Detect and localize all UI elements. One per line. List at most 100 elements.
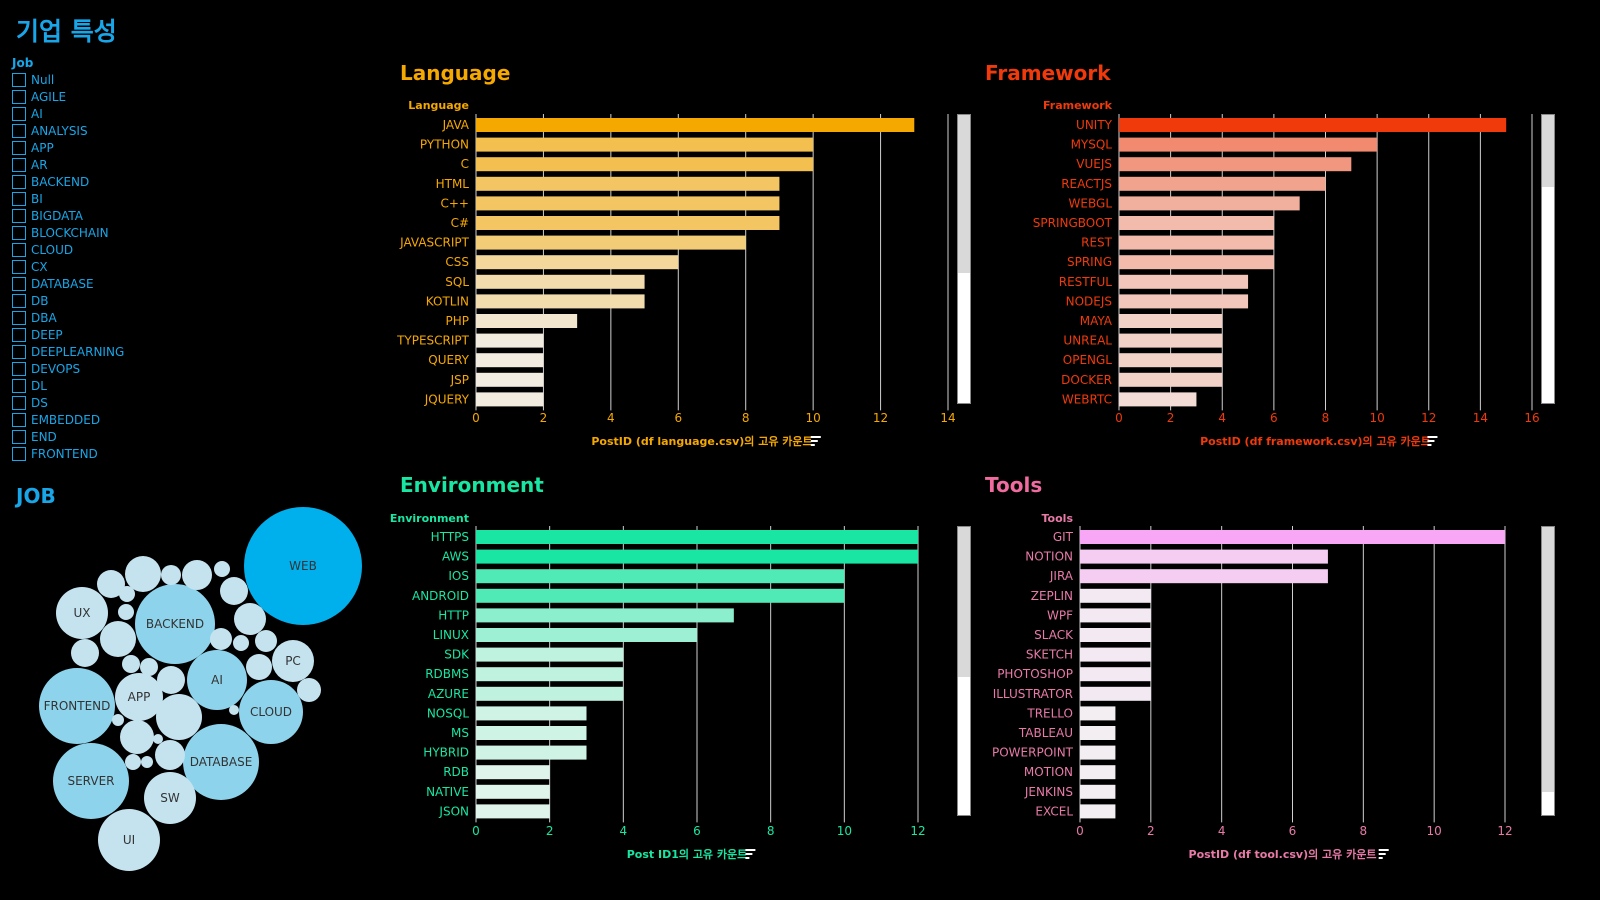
filter-checkbox[interactable] (12, 310, 26, 325)
framework-bar-vuejs[interactable] (1119, 157, 1352, 172)
sort-icon[interactable] (1427, 436, 1438, 446)
language-bar-c-[interactable] (476, 216, 780, 230)
environment-bar-aws[interactable] (476, 549, 918, 564)
filter-item-bi[interactable]: BI (12, 190, 124, 207)
framework-bar-spring[interactable] (1119, 255, 1274, 270)
tools-bar-sketch[interactable] (1080, 647, 1151, 662)
framework-scrollbar-thumb[interactable] (1542, 115, 1554, 187)
job-bubble-small[interactable] (118, 604, 134, 620)
environment-bar-azure[interactable] (476, 686, 624, 701)
filter-item-deeplearning[interactable]: DEEPLEARNING (12, 343, 124, 360)
framework-bar-restful[interactable] (1119, 274, 1249, 289)
language-bar-query[interactable] (476, 353, 544, 368)
environment-scrollbar-thumb[interactable] (958, 527, 970, 677)
job-bubble-pc[interactable]: PC (272, 640, 314, 682)
job-bubble-small[interactable] (182, 560, 212, 590)
filter-checkbox[interactable] (12, 429, 26, 444)
job-bubble-small[interactable] (214, 561, 230, 577)
job-bubble-ui[interactable]: UI (98, 809, 160, 871)
framework-bar-webrtc[interactable] (1119, 392, 1197, 407)
job-bubble-small[interactable] (220, 577, 248, 605)
job-bubble-ai[interactable]: AI (187, 650, 247, 710)
filter-item-frontend[interactable]: FRONTEND (12, 445, 124, 462)
framework-bar-nodejs[interactable] (1119, 294, 1249, 309)
filter-item-embedded[interactable]: EMBEDDED (12, 411, 124, 428)
filter-checkbox[interactable] (12, 225, 26, 240)
environment-bar-native[interactable] (476, 784, 550, 799)
job-bubble-small[interactable] (119, 586, 135, 602)
job-bubble-small[interactable] (155, 740, 185, 770)
tools-bar-wpf[interactable] (1080, 608, 1151, 623)
language-bar-jquery[interactable] (476, 392, 544, 407)
filter-item-deep[interactable]: DEEP (12, 326, 124, 343)
language-scrollbar-thumb[interactable] (958, 115, 970, 274)
job-bubble-small[interactable] (97, 570, 125, 598)
filter-checkbox[interactable] (12, 89, 26, 104)
job-bubble-small[interactable] (125, 754, 141, 770)
filter-item-end[interactable]: END (12, 428, 124, 445)
framework-bar-unity[interactable] (1119, 118, 1507, 132)
filter-item-backend[interactable]: BACKEND (12, 173, 124, 190)
job-bubble-small[interactable] (71, 639, 99, 667)
environment-bar-ms[interactable] (476, 726, 587, 740)
tools-scrollbar[interactable] (1541, 526, 1555, 816)
tools-bar-jira[interactable] (1080, 569, 1328, 584)
filter-item-agile[interactable]: AGILE (12, 88, 124, 105)
filter-checkbox[interactable] (12, 242, 26, 257)
filter-checkbox[interactable] (12, 123, 26, 138)
framework-bar-maya[interactable] (1119, 314, 1223, 328)
framework-bar-mysql[interactable] (1119, 137, 1378, 152)
environment-bar-nosql[interactable] (476, 706, 587, 721)
tools-bar-trello[interactable] (1080, 706, 1116, 721)
framework-scrollbar[interactable] (1541, 114, 1555, 404)
tools-bar-illustrator[interactable] (1080, 686, 1151, 701)
framework-bar-webgl[interactable] (1119, 196, 1300, 211)
filter-checkbox[interactable] (12, 412, 26, 427)
filter-item-dba[interactable]: DBA (12, 309, 124, 326)
framework-bar-docker[interactable] (1119, 372, 1223, 387)
filter-checkbox[interactable] (12, 174, 26, 189)
tools-bar-zeplin[interactable] (1080, 588, 1151, 603)
tools-bar-slack[interactable] (1080, 628, 1151, 642)
job-bubble-small[interactable] (297, 678, 321, 702)
filter-item-cloud[interactable]: CLOUD (12, 241, 124, 258)
language-bar-typescript[interactable] (476, 333, 544, 348)
tools-bar-motion[interactable] (1080, 765, 1116, 780)
job-bubble-small[interactable] (140, 658, 158, 676)
job-bubble-small[interactable] (125, 556, 161, 592)
job-bubble-small[interactable] (161, 565, 181, 585)
environment-scrollbar[interactable] (957, 526, 971, 816)
environment-bar-rdbms[interactable] (476, 667, 624, 682)
job-bubble-small[interactable] (112, 714, 124, 726)
job-bubble-cloud[interactable]: CLOUD (239, 680, 303, 744)
filter-item-ar[interactable]: AR (12, 156, 124, 173)
job-bubble-frontend[interactable]: FRONTEND (39, 668, 115, 744)
filter-item-bigdata[interactable]: BIGDATA (12, 207, 124, 224)
sort-icon[interactable] (810, 436, 821, 446)
environment-bar-ios[interactable] (476, 569, 845, 584)
environment-bar-https[interactable] (476, 530, 918, 544)
language-bar-jsp[interactable] (476, 372, 544, 387)
job-bubble-small[interactable] (100, 621, 136, 657)
language-bar-c[interactable] (476, 157, 814, 172)
filter-item-null[interactable]: Null (12, 71, 124, 88)
sort-icon[interactable] (745, 849, 756, 859)
tools-bar-photoshop[interactable] (1080, 667, 1151, 682)
filter-item-dl[interactable]: DL (12, 377, 124, 394)
filter-checkbox[interactable] (12, 208, 26, 223)
language-bar-html[interactable] (476, 176, 780, 191)
environment-bar-json[interactable] (476, 804, 550, 819)
job-bubble-small[interactable] (153, 734, 163, 744)
sort-icon[interactable] (1378, 849, 1389, 859)
filter-item-cx[interactable]: CX (12, 258, 124, 275)
job-bubble-small[interactable] (156, 694, 202, 740)
language-bar-kotlin[interactable] (476, 294, 645, 309)
filter-item-blockchain[interactable]: BLOCKCHAIN (12, 224, 124, 241)
filter-item-db[interactable]: DB (12, 292, 124, 309)
job-bubble-small[interactable] (210, 628, 232, 650)
environment-bar-hybrid[interactable] (476, 745, 587, 760)
job-bubble-app[interactable]: APP (115, 673, 163, 721)
tools-bar-powerpoint[interactable] (1080, 745, 1116, 760)
job-bubble-ux[interactable]: UX (56, 587, 108, 639)
language-bar-css[interactable] (476, 255, 679, 270)
